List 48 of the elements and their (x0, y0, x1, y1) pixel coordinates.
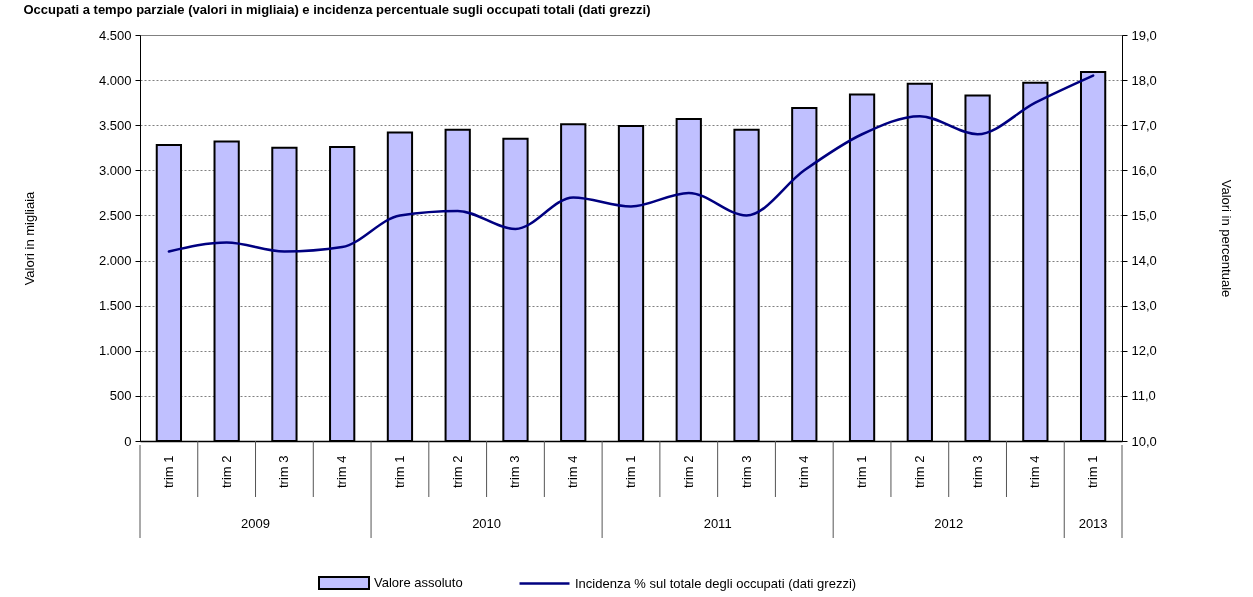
y2-tick-label: 12,0 (1131, 343, 1157, 359)
y-tick-label: 2.000 (98, 253, 132, 269)
y-tick-label: 1.500 (98, 298, 132, 314)
x-tick-label: trim 3 (969, 455, 985, 488)
y2-tick-label: 16,0 (1131, 162, 1157, 178)
x-tick-label: trim 1 (391, 455, 407, 488)
y2-tick-label: 17,0 (1131, 117, 1157, 133)
x-tick-label: trim 1 (160, 455, 176, 488)
y-tick-label: 4.000 (98, 72, 132, 88)
x-tick-label: trim 1 (1085, 455, 1101, 488)
x-tick-label: trim 4 (1027, 455, 1043, 488)
y-tick-label: 2.500 (98, 207, 132, 223)
text: 2011 (703, 516, 732, 531)
text: 2010 (472, 516, 502, 531)
x-tick-label: trim 3 (276, 455, 292, 488)
y2-axis-title: Valori in percentuale (1218, 179, 1234, 298)
y2-tick-label: 14,0 (1131, 253, 1157, 269)
text: 2009 (241, 516, 270, 531)
x-tick-label: trim 1 (854, 455, 870, 488)
text: 2012 (934, 516, 964, 531)
x-tick-label: trim 4 (565, 455, 581, 488)
line-series (167, 74, 1095, 253)
x-tick-label: trim 2 (449, 455, 465, 488)
x-tick-label: trim 2 (911, 455, 927, 488)
x-tick-label: trim 4 (334, 455, 350, 488)
y2-tick-label: 15,0 (1131, 207, 1157, 223)
chart-title: Occupati a tempo parziale (valori in migliaia) e incidenza percentuale sugli occupati totali (dati grezzi) (23, 2, 651, 17)
x-tick-label: trim 4 (796, 455, 812, 488)
y-tick-label: 1.000 (98, 343, 132, 359)
y2-tick-label: 18,0 (1131, 72, 1157, 88)
text: 2013 (1078, 516, 1108, 531)
legend-label: Incidenza % sul totale degli occupati (dati grezzi) (575, 575, 857, 591)
y-tick-label: 3.000 (98, 162, 132, 178)
y-tick-label: 500 (109, 388, 132, 404)
y2-tick-label: 11,0 (1131, 388, 1156, 404)
x-tick-label: trim 1 (623, 455, 638, 488)
y-tick-label: 4.500 (98, 27, 132, 43)
x-tick-label: trim 3 (738, 455, 754, 488)
legend-label: Valore assoluto (374, 575, 463, 590)
x-tick-label: trim 3 (507, 455, 523, 488)
y2-tick-label: 19,0 (1131, 27, 1157, 43)
x-tick-label: trim 2 (680, 455, 696, 488)
y2-tick-label: 13,0 (1131, 298, 1157, 314)
y-tick-label: 0 (124, 433, 132, 449)
y-tick-label: 3.500 (98, 117, 132, 133)
y-axis-title: Valori in migliaia (21, 190, 37, 286)
x-tick-label: trim 2 (218, 455, 234, 488)
y2-tick-label: 10,0 (1131, 433, 1157, 449)
